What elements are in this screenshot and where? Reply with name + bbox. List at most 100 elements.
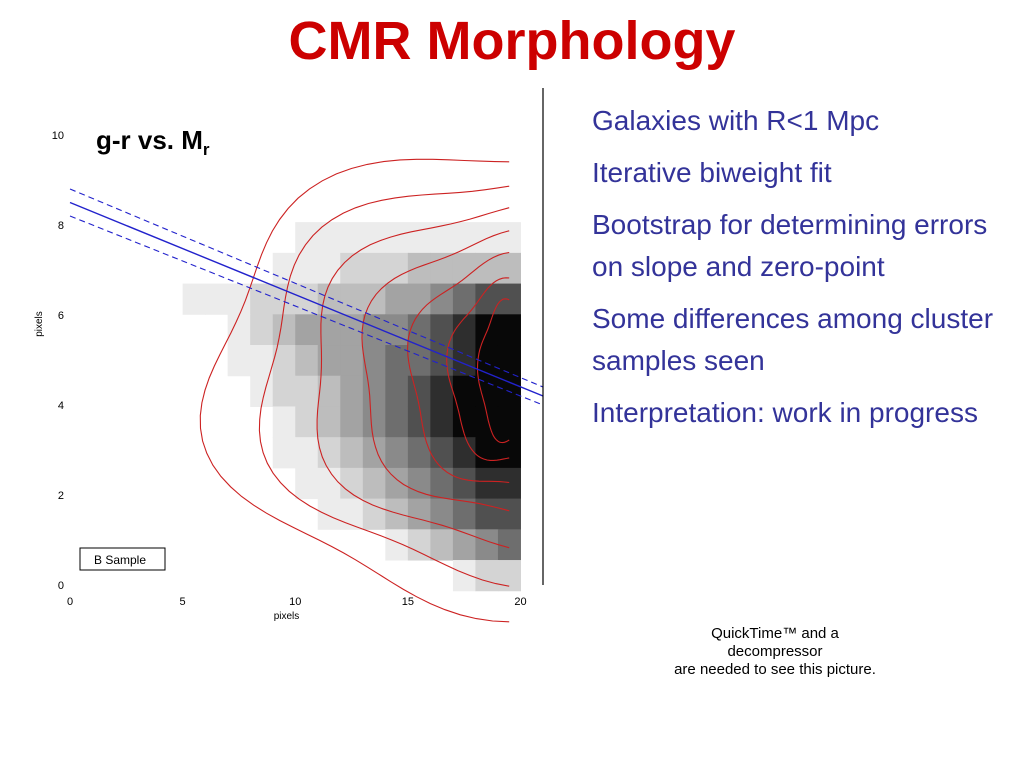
heatmap-cell xyxy=(295,345,319,377)
y-tick-label: 8 xyxy=(58,220,64,232)
heatmap-cell xyxy=(452,314,476,346)
placeholder-line: decompressor xyxy=(727,643,823,660)
legend-label: B Sample xyxy=(94,553,146,567)
heatmap-cell xyxy=(205,283,229,315)
heatmap-cell xyxy=(340,437,364,469)
heatmap-cell xyxy=(497,529,521,561)
heatmap-cell xyxy=(272,437,296,469)
heatmap-cell xyxy=(475,406,499,438)
bullet-item: Galaxies with R<1 Mpc xyxy=(592,105,880,136)
y-tick-label: 6 xyxy=(58,310,64,322)
heatmap-cell xyxy=(385,406,409,438)
heatmap-cell xyxy=(475,560,499,592)
fit-error-bound xyxy=(69,188,544,388)
legend-box xyxy=(79,547,166,571)
heatmap-cell xyxy=(250,345,274,377)
cmr-density-plot: 0 5 10 15 20 0 2 4 6 8 10 pixels pixels B Sample xyxy=(0,80,560,640)
contour-line xyxy=(316,207,510,549)
heatmap-cell xyxy=(317,498,341,530)
heatmap-cell xyxy=(317,406,341,438)
heatmap-cell xyxy=(475,375,499,407)
heatmap-cell xyxy=(407,314,431,346)
heatmap-cell xyxy=(497,498,521,530)
contour-line xyxy=(446,277,510,461)
contour-line xyxy=(199,158,510,623)
heatmap-cell xyxy=(227,314,251,346)
heatmap-cell xyxy=(362,406,386,438)
y-tick-label: 2 xyxy=(58,490,64,502)
heatmap-cell xyxy=(497,467,521,500)
heatmap-cell xyxy=(317,283,341,315)
heatmap-cell xyxy=(407,345,431,377)
heatmap-cell xyxy=(497,437,521,469)
heatmap-cell xyxy=(497,283,521,315)
fit-line xyxy=(69,201,544,397)
bullet-item: Bootstrap for determining errors on slop… xyxy=(592,209,988,282)
heatmap-cell xyxy=(295,406,319,438)
heatmap-cell xyxy=(475,345,499,377)
quicktime-placeholder: QuickTime™ and a decompressor are needed… xyxy=(620,625,930,679)
heatmap-cell xyxy=(295,314,319,346)
plot-label: g-r vs. Mr xyxy=(96,125,210,160)
x-tick-label: 0 xyxy=(67,596,73,608)
heatmap-cell xyxy=(497,222,521,254)
heatmap-cell xyxy=(407,437,431,469)
heatmap-cell xyxy=(340,406,364,438)
heatmap-cell xyxy=(475,252,499,285)
contour-line xyxy=(258,185,510,587)
heatmap-cell xyxy=(295,375,319,407)
heatmap-cell xyxy=(250,314,274,346)
heatmap-cell xyxy=(317,252,341,285)
placeholder-line: QuickTime™ and a xyxy=(711,625,839,642)
heatmap-cell xyxy=(227,283,251,315)
bullet-list: Galaxies with R<1 Mpc Iterative biweight… xyxy=(592,100,1012,444)
heatmap-cell xyxy=(407,467,431,500)
heatmap-cell xyxy=(430,467,454,500)
bullet-item: Some differences among cluster samples s… xyxy=(592,303,994,376)
heatmap-cell xyxy=(182,283,206,315)
x-axis-label: pixels xyxy=(274,611,300,622)
y-tick-label: 10 xyxy=(52,130,64,142)
heatmap-cell xyxy=(407,406,431,438)
heatmap-cell xyxy=(407,222,431,254)
heatmap-cell xyxy=(452,529,476,561)
heatmap-cell xyxy=(385,314,409,346)
heatmap-cell xyxy=(340,467,364,500)
heatmap-cell xyxy=(497,252,521,285)
heatmap-cell xyxy=(430,252,454,285)
heatmap-cell xyxy=(430,375,454,407)
heatmap-cell xyxy=(407,529,431,561)
heatmap-cell xyxy=(497,560,521,592)
heatmap-cell xyxy=(497,406,521,438)
heatmap-cell xyxy=(475,467,499,500)
heatmap-cell xyxy=(385,375,409,407)
x-tick-label: 5 xyxy=(180,596,186,608)
heatmap-cell xyxy=(430,283,454,315)
heatmap-cell xyxy=(317,467,341,500)
heatmap-cell xyxy=(452,467,476,500)
heatmap-cell xyxy=(227,345,251,377)
heatmap-cell xyxy=(272,314,296,346)
x-tick-label: 15 xyxy=(402,596,414,608)
heatmap-cell xyxy=(407,498,431,530)
heatmap-cell xyxy=(317,222,341,254)
heatmap-cell xyxy=(430,345,454,377)
heatmap-cell xyxy=(452,498,476,530)
heatmap-cell xyxy=(407,375,431,407)
heatmap-cell xyxy=(295,222,319,254)
heatmap-cell xyxy=(475,437,499,469)
heatmap-cell xyxy=(362,437,386,469)
heatmap-cell xyxy=(475,314,499,346)
heatmap-cell xyxy=(385,222,409,254)
bullet-item: Interpretation: work in progress xyxy=(592,397,978,428)
heatmap-cell xyxy=(340,252,364,285)
heatmap-cell xyxy=(385,437,409,469)
heatmap-cell xyxy=(385,467,409,500)
heatmap-cell xyxy=(295,252,319,285)
fit-error-bound xyxy=(69,215,544,406)
heatmap-cell xyxy=(452,560,476,592)
heatmap-cell xyxy=(452,345,476,377)
contour-line xyxy=(361,230,510,512)
heatmap-cell xyxy=(385,345,409,377)
plot-label-subscript: r xyxy=(202,140,210,159)
